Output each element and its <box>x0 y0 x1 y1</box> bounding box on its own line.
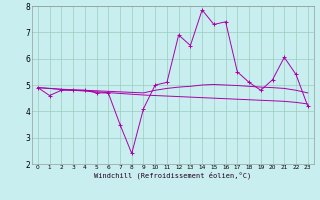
X-axis label: Windchill (Refroidissement éolien,°C): Windchill (Refroidissement éolien,°C) <box>94 171 252 179</box>
